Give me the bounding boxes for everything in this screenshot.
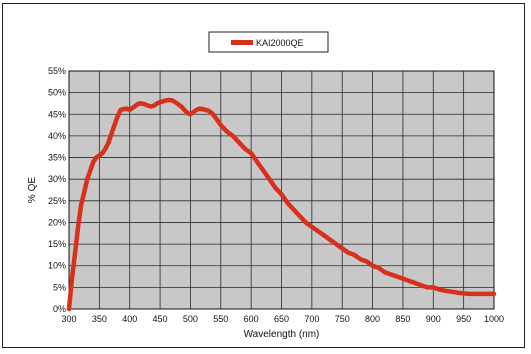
x-tick-label: 700 bbox=[304, 314, 319, 324]
x-tick-label: 950 bbox=[456, 314, 471, 324]
x-tick-label: 900 bbox=[426, 314, 441, 324]
legend: KAI2000QE bbox=[208, 31, 329, 53]
x-tick-label: 1000 bbox=[484, 314, 504, 324]
series-line bbox=[66, 97, 497, 312]
legend-box bbox=[208, 31, 329, 53]
x-tick-label: 350 bbox=[92, 314, 107, 324]
y-tick-label: 25% bbox=[48, 196, 66, 206]
y-tick-label: 40% bbox=[48, 131, 66, 141]
x-tick-label: 750 bbox=[335, 314, 350, 324]
chart-frame: 0% 5% 10% 15% 20% 25% 30% 35% 40% 45% 50% 55% 300 35… bbox=[2, 3, 525, 348]
y-tick-label: 35% bbox=[48, 153, 66, 163]
y-tick-label: 5% bbox=[53, 282, 66, 292]
x-tick-label: 300 bbox=[61, 314, 76, 324]
y-tick-label: 15% bbox=[48, 239, 66, 249]
y-tick-label: 45% bbox=[48, 109, 66, 119]
x-axis-title: Wavelength (nm) bbox=[244, 329, 320, 340]
y-tick-label: 0% bbox=[53, 304, 66, 314]
legend-swatch bbox=[231, 40, 253, 45]
y-tick-label: 30% bbox=[48, 174, 66, 184]
y-tick-label: 10% bbox=[48, 261, 66, 271]
plot-border bbox=[68, 70, 495, 310]
x-tick-label: 500 bbox=[183, 314, 198, 324]
x-tick-label: 400 bbox=[122, 314, 137, 324]
qe-chart: 0% 5% 10% 15% 20% 25% 30% 35% 40% 45% 50% 55% 300 35… bbox=[27, 31, 504, 340]
x-tick-label: 800 bbox=[365, 314, 380, 324]
x-tick-label: 450 bbox=[153, 314, 168, 324]
y-axis-title: % QE bbox=[27, 177, 38, 203]
legend-label: KAI2000QE bbox=[256, 38, 304, 48]
x-tick-label: 600 bbox=[244, 314, 259, 324]
x-tick-label: 650 bbox=[274, 314, 289, 324]
x-tick-label: 850 bbox=[395, 314, 410, 324]
y-tick-label: 55% bbox=[48, 66, 66, 76]
x-tick-label: 550 bbox=[213, 314, 228, 324]
y-tick-label: 50% bbox=[48, 88, 66, 98]
y-tick-label: 20% bbox=[48, 217, 66, 227]
